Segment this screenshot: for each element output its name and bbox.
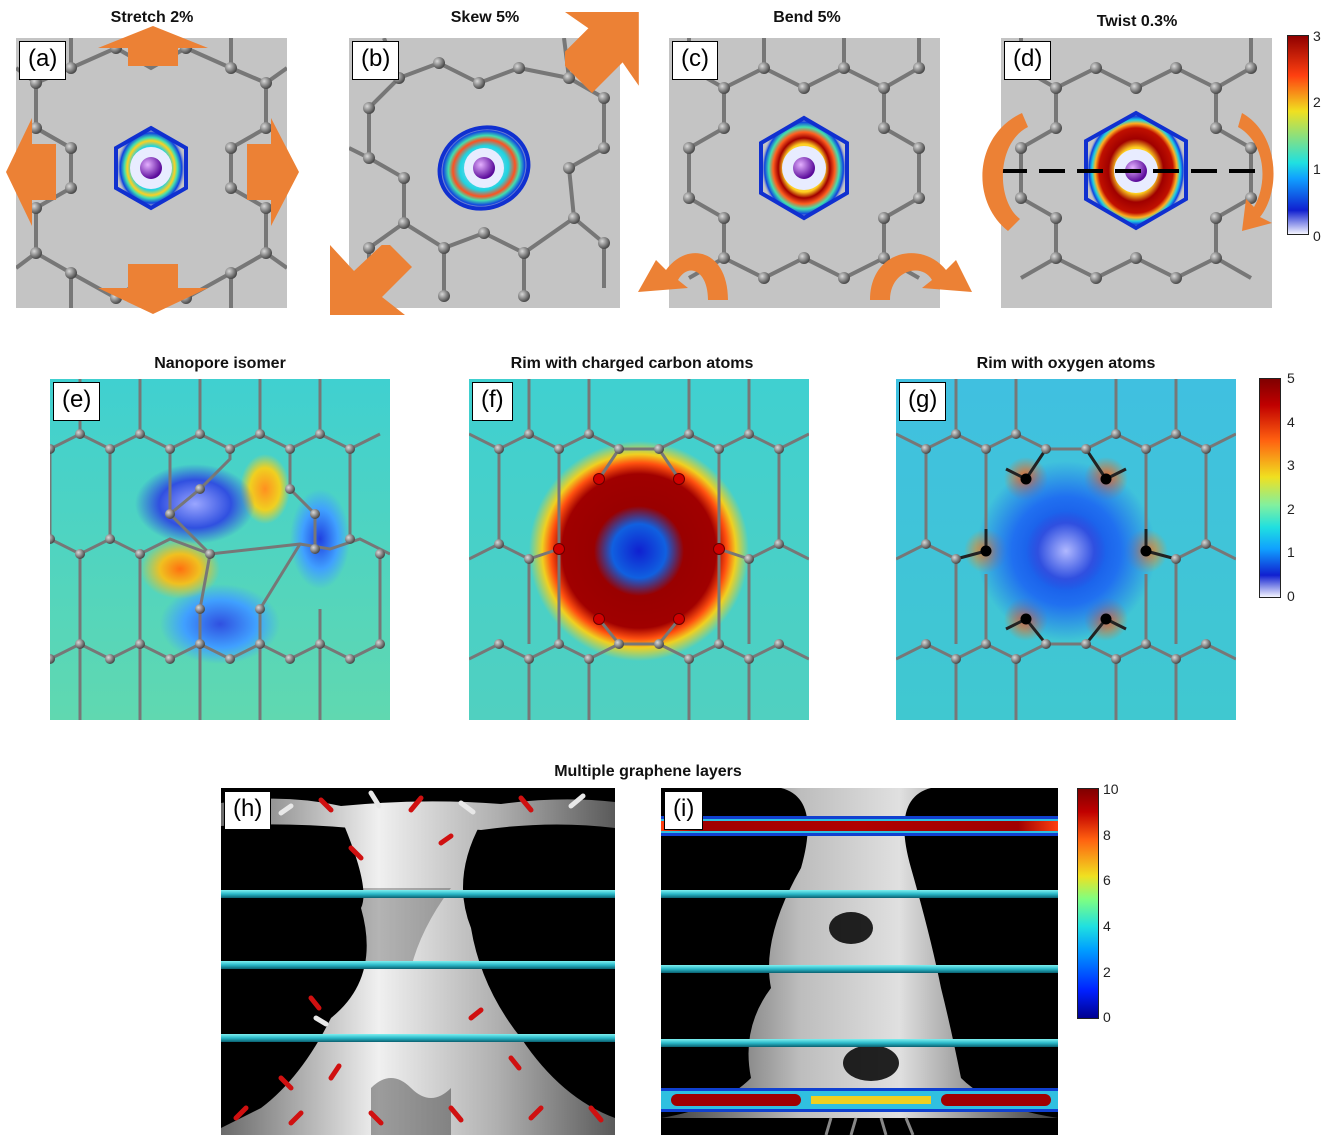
colorbar-middle (1259, 378, 1281, 598)
panel-a-lattice (16, 38, 287, 308)
colorbar-middle-tick: 1 (1287, 544, 1295, 560)
panel-i-render (661, 788, 1058, 1135)
ion (793, 157, 815, 179)
panel-a-title: Stretch 2% (110, 9, 194, 26)
panel-b-label: (b) (352, 41, 400, 80)
panel-d-lattice (1001, 38, 1272, 284)
colorbar-bottom-tick: 4 (1103, 918, 1111, 934)
colorbar-top (1287, 35, 1309, 235)
panel-e-lattice (50, 379, 390, 720)
panel-d-title: Twist 0.3% (1096, 13, 1178, 30)
twist-arrow-right-icon (1238, 113, 1274, 231)
panel-c-title: Bend 5% (773, 9, 841, 26)
colorbar-top-tick: 0 (1313, 228, 1321, 244)
panel-e: (e) (50, 379, 390, 720)
twist-arrow-left-icon (982, 113, 1028, 231)
stretch-arrow-down-icon (98, 264, 208, 314)
colorbar-middle-tick: 5 (1287, 370, 1295, 386)
panel-b-title: Skew 5% (450, 9, 520, 26)
colorbar-middle-tick: 3 (1287, 457, 1295, 473)
colorbar-top-tick: 1 (1313, 161, 1321, 177)
panel-b-lattice (349, 38, 610, 302)
colorbar-bottom-tick: 10 (1103, 781, 1119, 797)
panel-f-lattice (469, 379, 809, 720)
panel-c-label: (c) (672, 41, 718, 80)
panel-e-title: Nanopore isomer (154, 355, 286, 372)
panel-a-label: (a) (19, 41, 67, 80)
colorbar-bottom-tick: 8 (1103, 827, 1111, 843)
ion (473, 157, 495, 179)
colorbar-top-tick: 3 (1313, 28, 1321, 44)
skew-arrow-topright-icon (565, 12, 639, 94)
panel-g-label: (g) (899, 382, 947, 421)
stretch-arrow-up-icon (98, 26, 208, 66)
colorbar-middle-tick: 2 (1287, 501, 1295, 517)
panel-f-label: (f) (472, 382, 513, 421)
section-title: Multiple graphene layers (554, 763, 742, 780)
colorbar-middle-tick: 4 (1287, 414, 1295, 430)
panel-f: (f) (469, 379, 809, 720)
panel-d: (d) (1001, 38, 1272, 308)
colorbar-bottom (1077, 788, 1099, 1019)
colorbar-top-tick: 2 (1313, 94, 1321, 110)
stretch-arrow-left-icon (6, 118, 56, 226)
skew-arrow-bottomleft-icon (330, 245, 412, 315)
bend-arrow-left-icon (638, 253, 728, 300)
panel-h-label: (h) (224, 791, 272, 830)
panel-c-lattice (683, 38, 925, 284)
panel-a: (a) (16, 38, 287, 308)
ion (140, 157, 162, 179)
panel-h: (h) (221, 788, 615, 1135)
colorbar-bottom-tick: 6 (1103, 872, 1111, 888)
panel-g-title: Rim with oxygen atoms (976, 355, 1156, 372)
panel-d-label: (d) (1004, 41, 1052, 80)
colorbar-middle-tick: 0 (1287, 588, 1295, 604)
colorbar-bottom-tick: 2 (1103, 964, 1111, 980)
bend-arrow-right-icon (870, 253, 972, 300)
stretch-arrow-right-icon (247, 118, 299, 226)
panel-i: (i) (661, 788, 1058, 1135)
colorbar-bottom-tick: 0 (1103, 1009, 1111, 1025)
panel-g-lattice (896, 379, 1236, 720)
panel-e-label: (e) (53, 382, 101, 421)
panel-h-render (221, 790, 615, 1135)
panel-f-title: Rim with charged carbon atoms (510, 355, 754, 372)
panel-g: (g) (896, 379, 1236, 720)
panel-i-label: (i) (664, 791, 704, 830)
